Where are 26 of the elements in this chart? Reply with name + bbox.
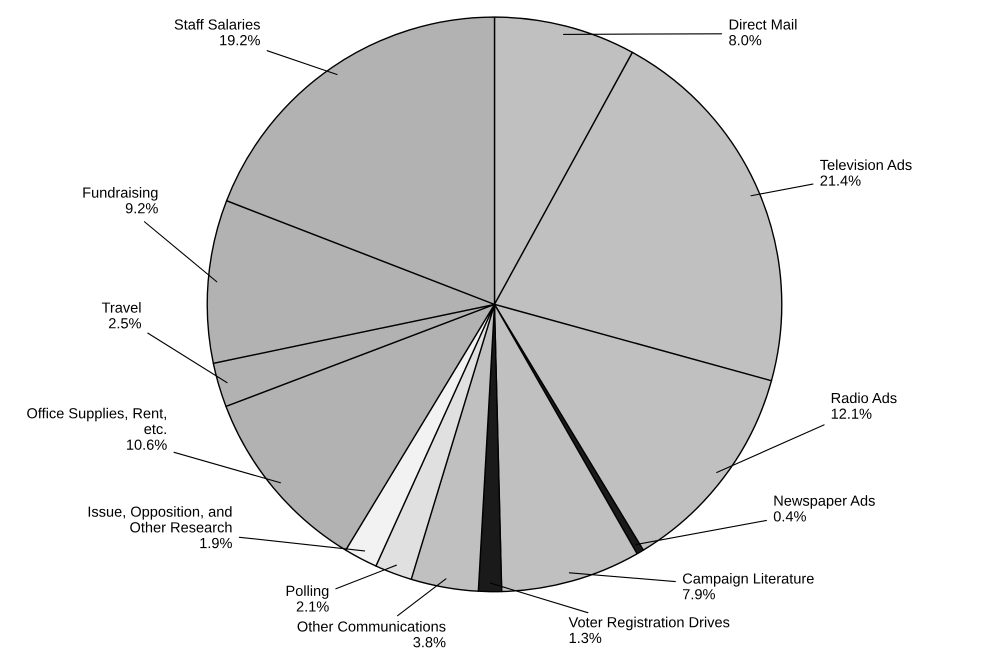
- slice-label: Newspaper Ads: [774, 495, 875, 509]
- data-label: 19.2%: [220, 35, 260, 46]
- data-label: 1.9%: [200, 538, 232, 548]
- data-label: 2.5%: [109, 318, 142, 328]
- data-label: 8.0%: [729, 35, 762, 46]
- slice-label: Radio Ads: [832, 392, 897, 404]
- data-label: 3.8%: [413, 637, 446, 648]
- data-label: 12.1%: [832, 408, 872, 419]
- slice-label: Staff Salaries: [174, 18, 260, 30]
- slice-label: Fundraising: [83, 187, 158, 201]
- data-label: 0.4%: [774, 511, 806, 522]
- slice-label: Polling: [286, 585, 328, 599]
- slice-label: Travel: [102, 302, 141, 313]
- slice-label: Direct Mail: [730, 18, 796, 30]
- slice-label: Campaign Literature: [682, 572, 814, 587]
- slice-label: Office Supplies, Rent, etc.: [27, 408, 166, 434]
- data-label: 9.2%: [126, 203, 158, 214]
- slice-label: Other Communications: [298, 620, 446, 632]
- data-label: 7.9%: [682, 589, 715, 600]
- data-label: 21.4%: [820, 175, 861, 186]
- data-label: 10.6%: [127, 440, 167, 450]
- slice-label: Issue, Opposition, and Other Research: [88, 506, 232, 533]
- slice-label: Voter Registration Drives: [568, 616, 730, 630]
- data-label: 1.3%: [570, 632, 602, 644]
- data-label: 2.1%: [296, 601, 329, 612]
- slice-label: Television Ads: [820, 159, 912, 170]
